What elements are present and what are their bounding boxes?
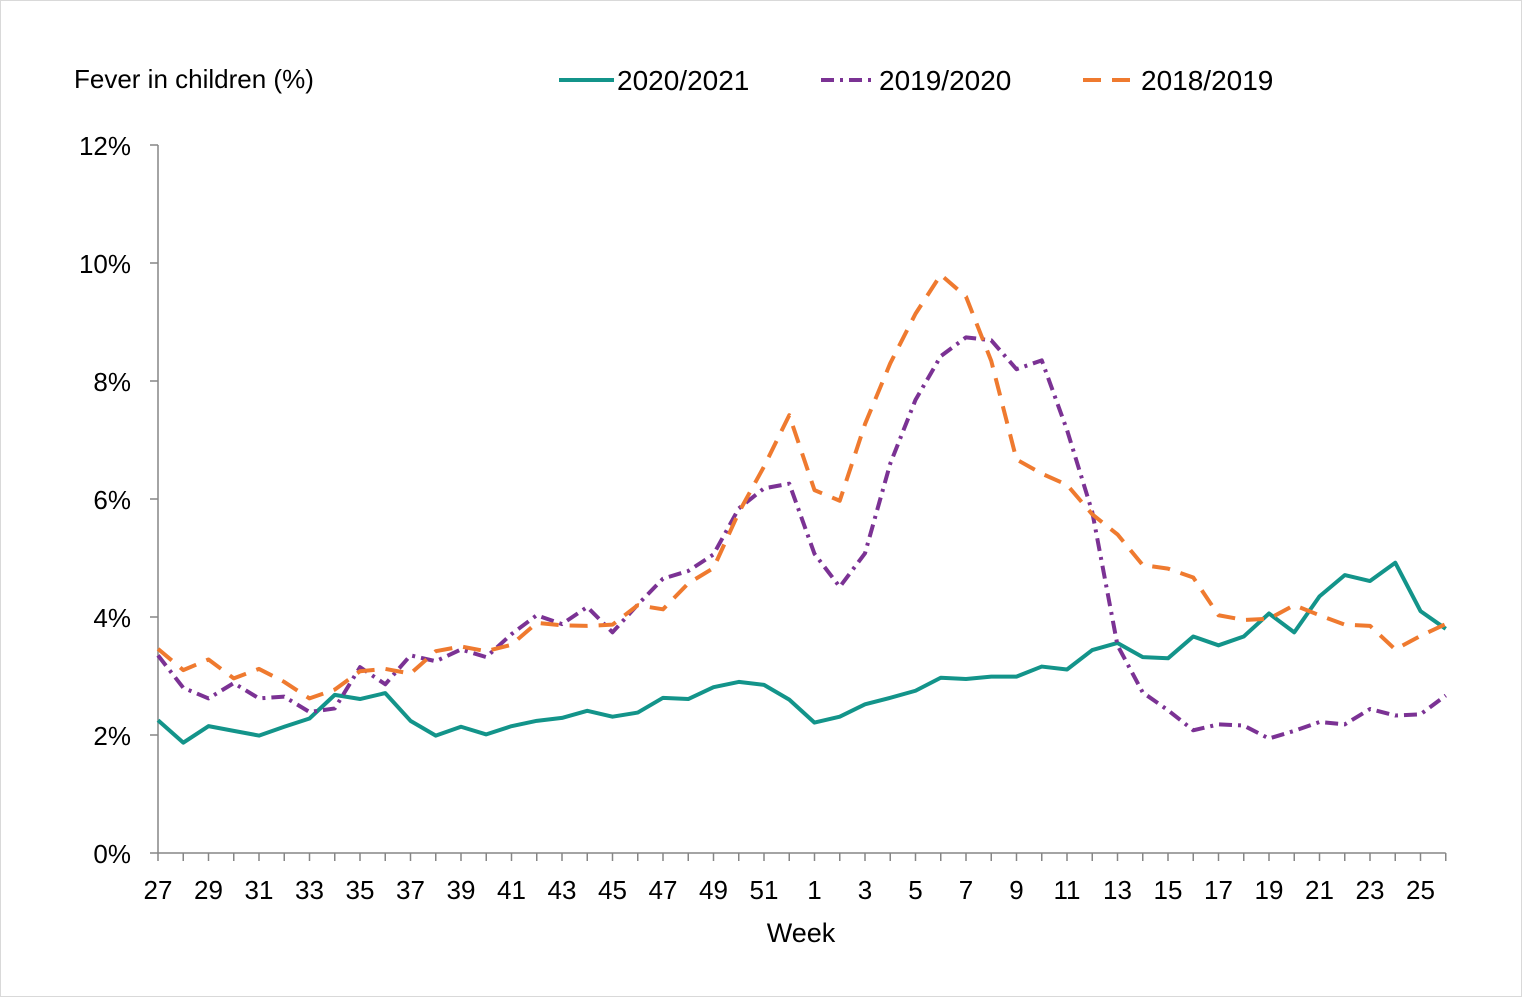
legend: 2020/2021 2019/2020 2018/2019 (559, 65, 1273, 96)
x-tick-label: 29 (194, 875, 223, 905)
x-tick-label: 23 (1356, 875, 1385, 905)
x-tick-label: 15 (1154, 875, 1183, 905)
x-tick-label: 21 (1305, 875, 1334, 905)
y-axis-title: Fever in children (%) (74, 64, 314, 94)
y-tick-label: 8% (93, 367, 131, 397)
x-tick-label: 27 (144, 875, 173, 905)
x-tick-label: 49 (699, 875, 728, 905)
x-tick-label: 19 (1255, 875, 1284, 905)
x-tick-label: 39 (447, 875, 476, 905)
x-tick-label: 51 (750, 875, 779, 905)
x-axis-title: Week (767, 918, 836, 948)
x-tick-label: 13 (1103, 875, 1132, 905)
series-line-2019-2020 (156, 335, 1447, 741)
series-line-2020-2021 (156, 560, 1447, 745)
x-tick-label: 43 (548, 875, 577, 905)
x-tick-label: 3 (858, 875, 872, 905)
y-tick-label: 4% (93, 603, 131, 633)
x-tick-label: 5 (908, 875, 922, 905)
y-tick-label: 10% (79, 249, 131, 279)
legend-label: 2020/2021 (617, 65, 749, 96)
x-tick-label: 31 (245, 875, 274, 905)
x-tick-label: 17 (1204, 875, 1233, 905)
y-tick-label: 12% (79, 131, 131, 161)
y-tick-label: 6% (93, 485, 131, 515)
x-tick-label: 11 (1054, 875, 1081, 905)
series-layer (156, 272, 1447, 745)
x-tick-label: 35 (346, 875, 375, 905)
series-line-2018-2019 (156, 272, 1447, 701)
x-tick-label: 41 (497, 875, 526, 905)
y-tick-label: 0% (93, 839, 131, 869)
legend-label: 2019/2020 (879, 65, 1011, 96)
x-tick-label: 33 (295, 875, 324, 905)
x-tick-label: 1 (807, 875, 821, 905)
x-tick-label: 25 (1406, 875, 1435, 905)
x-tick-label: 9 (1009, 875, 1023, 905)
legend-label: 2018/2019 (1141, 65, 1273, 96)
axes: 0%2%4%6%8%10%12%27 29 31 33 35 37 39 41 43 45 47 49… (79, 131, 1447, 905)
y-tick-label: 2% (93, 721, 131, 751)
x-tick-label: 37 (396, 875, 425, 905)
x-tick-label: 45 (598, 875, 627, 905)
x-tick-label: 47 (649, 875, 678, 905)
x-tick-label: 7 (959, 875, 973, 905)
